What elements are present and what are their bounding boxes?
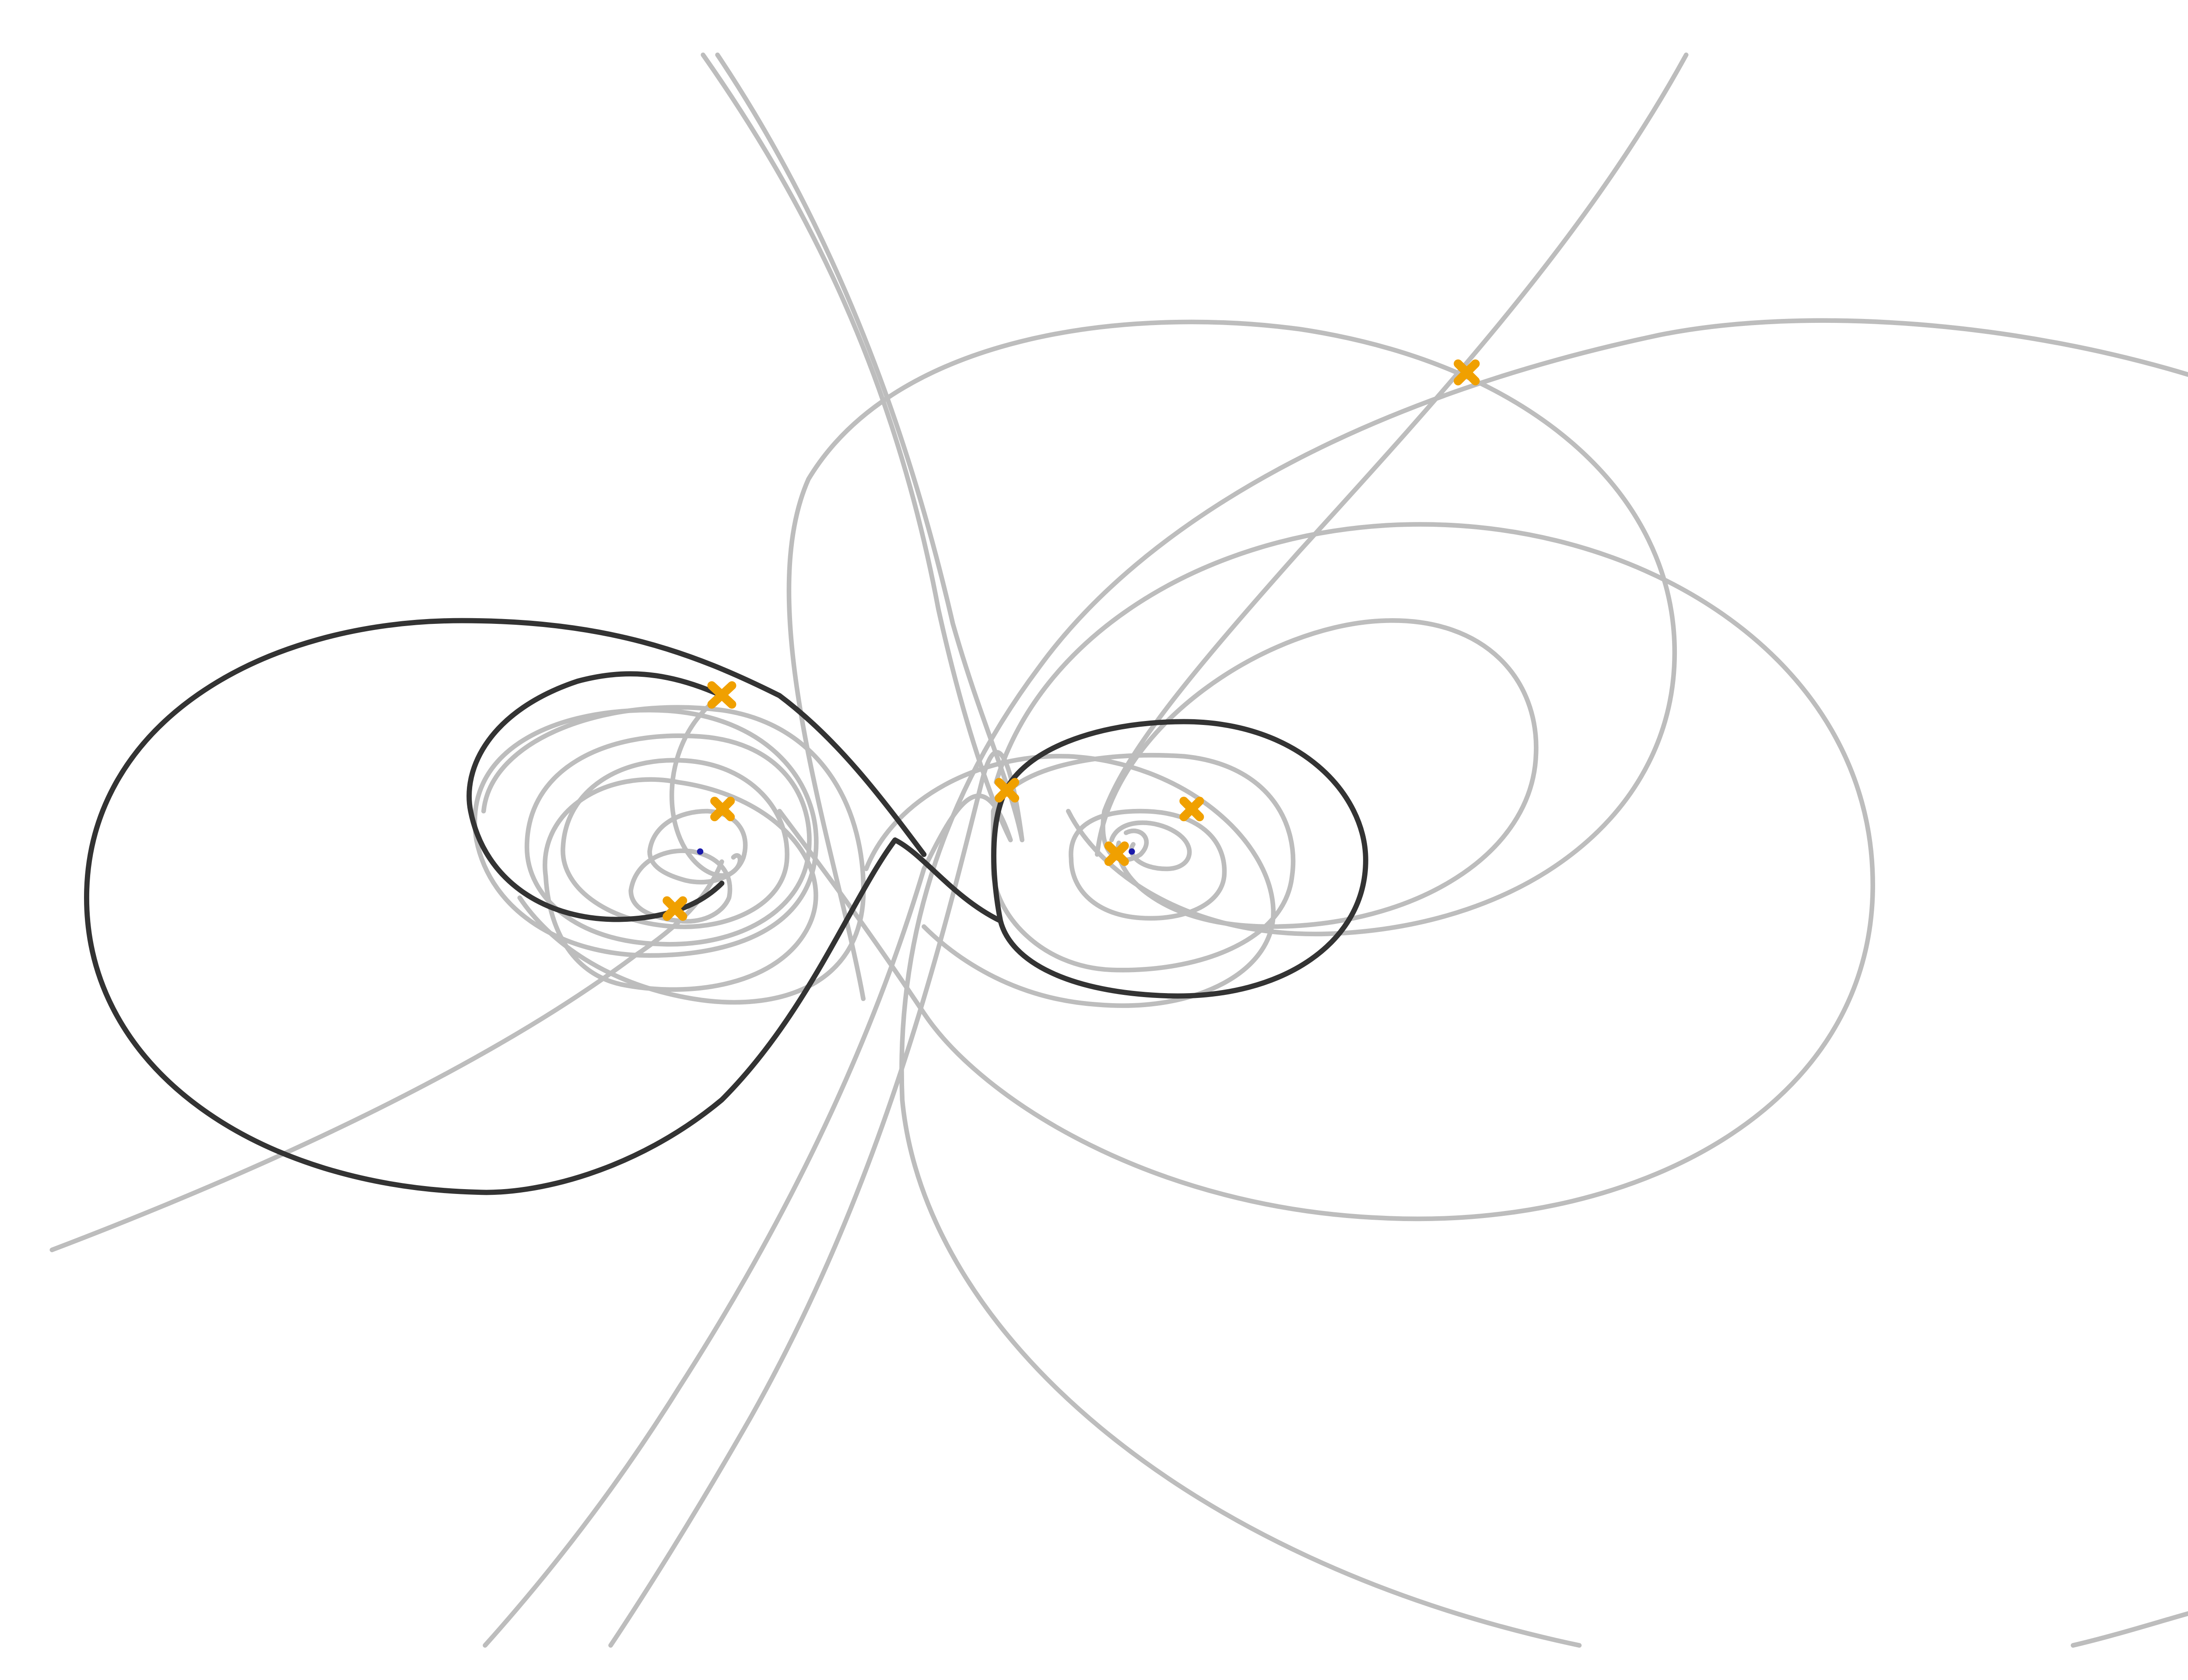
center-points [697, 848, 1135, 855]
gray-trajectory-bottom-right-tail [2071, 1611, 2188, 1648]
gray-trajectory-left-spiral [669, 693, 743, 878]
dark-trajectory-figure-eight [84, 618, 1368, 1195]
cross-marker-5 [994, 778, 1020, 803]
cross-marker-4 [663, 896, 687, 921]
dark-trajectory-left-inner-loop [466, 671, 725, 922]
gray-trajectory-left-loop-a [472, 707, 819, 958]
gray-trajectory-outer-right [899, 318, 2188, 1648]
gray-trajectory-lower-left-tail [49, 859, 724, 1253]
gray-trajectory-right-small-b [1109, 820, 1192, 872]
gray-trajectory-top-left-b [608, 52, 1024, 1648]
cross-marker-7 [1104, 841, 1129, 866]
cross-marker-3 [710, 797, 735, 822]
center-point-right [1129, 848, 1135, 855]
gray-trajectory-left-loop-b [524, 733, 812, 947]
gray-trajectory-left-loop-d [543, 777, 818, 992]
gray-trajectory-left-inner [647, 808, 748, 885]
center-point-left [697, 848, 704, 855]
gray-trajectory-right-small-a [1069, 808, 1227, 921]
gray-trajectory-right-inner-loop [1094, 618, 1539, 929]
cross-markers [663, 359, 1480, 921]
gray-trajectory-upper-loop [786, 319, 1677, 1001]
gray-trajectory-right-medium-b [864, 754, 1276, 1008]
dark-trajectories [84, 618, 1368, 1195]
gray-trajectories [49, 52, 2188, 1648]
cross-marker-1 [1454, 359, 1480, 385]
gray-trajectory-left-wide [481, 705, 866, 1005]
cross-marker-6 [1179, 797, 1204, 822]
gray-trajectory-left-loop-c [561, 758, 789, 929]
gray-trajectory-top-right-diagonal [1101, 52, 1689, 862]
gray-trajectory-right-large [777, 522, 1875, 1222]
cross-marker-2 [707, 681, 736, 709]
